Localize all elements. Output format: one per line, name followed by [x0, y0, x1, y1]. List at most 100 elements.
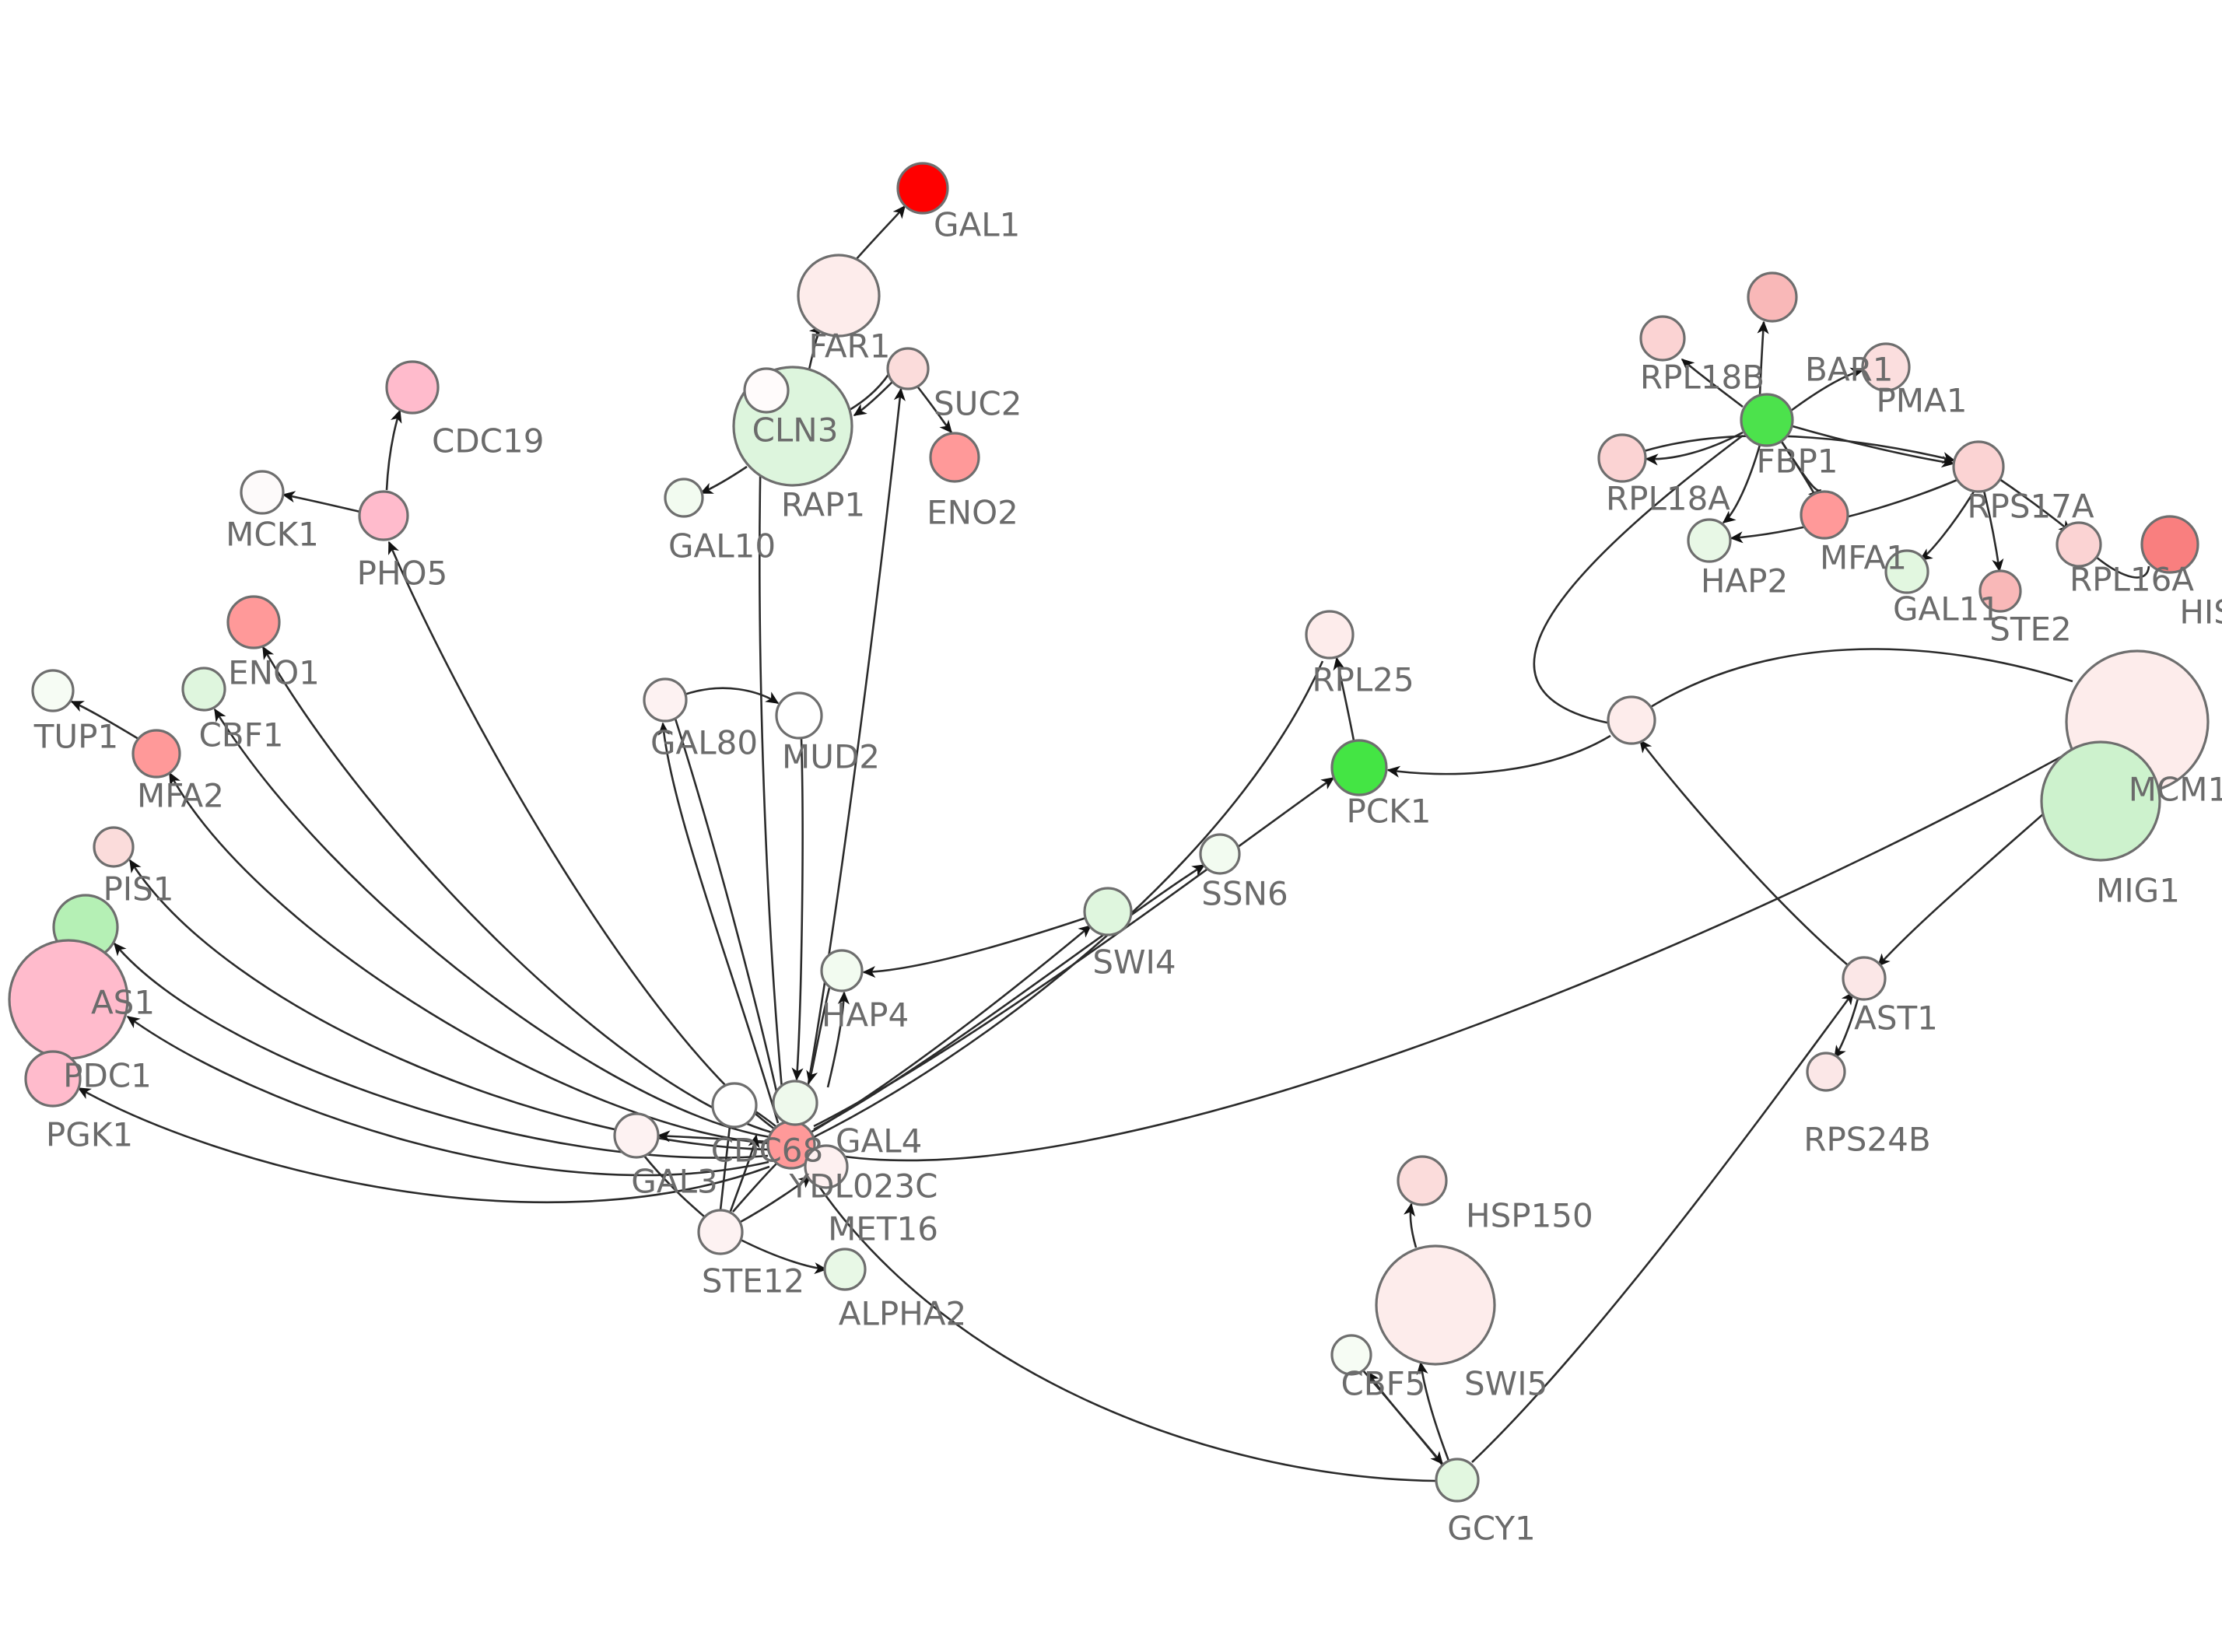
node-gal10[interactable] [664, 478, 704, 518]
node-label-ast1: AST1 [1854, 999, 1938, 1038]
edge-RPS17A-to-STE2 [1982, 490, 2004, 572]
node-pma1[interactable] [1861, 342, 1911, 392]
edge-PHO5-to-CDC19 [385, 409, 402, 491]
edge-FBP1-to-RPS17A [1792, 425, 1955, 468]
edge-PCK1-to-RPL25 [1333, 656, 1355, 741]
node-gal11[interactable] [1884, 549, 1929, 594]
edge-AST1-to-RPL25B [1638, 739, 1848, 965]
node-rpl18a[interactable] [1597, 433, 1647, 483]
edge-STE12-to-YDL023C [738, 1175, 812, 1224]
node-pck1[interactable] [1330, 739, 1388, 796]
node-rpl16a[interactable] [2056, 521, 2102, 568]
node-label-rpl18b: RPL18B [1640, 359, 1765, 397]
node-eno2[interactable] [929, 432, 980, 483]
node-label-hsp150: HSP150 [1466, 1197, 1593, 1235]
node-mig1[interactable] [2040, 740, 2161, 862]
node-hap2[interactable] [1687, 518, 1732, 563]
edge-MUD2-to-HAP4B [791, 738, 804, 1081]
node-rps24b[interactable] [1806, 1052, 1846, 1092]
node-far1[interactable] [797, 254, 881, 338]
edge-RPL16A-to-HIS4 [2095, 555, 2150, 579]
node-label-his4: HIS4 [2179, 593, 2222, 632]
edge-GAL4-to-PDC1 [126, 1015, 769, 1177]
edge-AST1-to-RPS24B [1833, 998, 1859, 1059]
edge-GAL4-to-PGK1 [77, 1087, 770, 1204]
node-label-rpl18a: RPL18A [1606, 480, 1730, 518]
node-his4[interactable] [2140, 515, 2199, 574]
node-layer [8, 162, 2210, 1503]
node-mck1[interactable] [240, 470, 285, 515]
node-label-rps24b: RPS24B [1803, 1121, 1930, 1159]
node-gal3[interactable] [613, 1112, 660, 1159]
node-label-swi5: SWI5 [1464, 1365, 1547, 1403]
node-label-rpl16a: RPL16A [2070, 561, 2194, 599]
node-ssn6[interactable] [1199, 833, 1241, 875]
node-label-ste12: STE12 [702, 1262, 804, 1300]
node-label-mfa2: MFA2 [137, 777, 224, 815]
node-mud2[interactable] [775, 691, 823, 740]
node-cbf1[interactable] [181, 667, 226, 712]
node-label-eno1: ENO1 [228, 654, 320, 692]
node-label-rps17a: RPS17A [1967, 488, 2094, 526]
node-gcy1[interactable] [1435, 1458, 1480, 1503]
node-label-pis1: PIS1 [103, 870, 173, 908]
edge-GAL4-to-RPL25 [813, 660, 1324, 1139]
node-label-hap4: HAP4 [822, 996, 909, 1034]
node-mfa2[interactable] [131, 729, 181, 779]
node-label-cln3: CLN3 [752, 411, 839, 450]
edge-RPL25B-to-PCK1 [1386, 734, 1611, 778]
node-hap4b[interactable] [772, 1080, 818, 1126]
node-hap4[interactable] [820, 949, 864, 992]
node-label-mcm1: MCM1 [2129, 771, 2222, 809]
node-swi5[interactable] [1375, 1244, 1496, 1366]
node-label-fbp1: FBP1 [1756, 443, 1838, 481]
node-swi4[interactable] [1083, 887, 1133, 936]
node-cdc19[interactable] [385, 360, 440, 415]
node-rap1[interactable] [743, 367, 790, 414]
node-hsp150[interactable] [1397, 1155, 1448, 1206]
edge-FBP1-to-HAP2 [1722, 444, 1761, 524]
node-pgk1[interactable] [24, 1050, 82, 1108]
edge-GAL4-to-SUC2 [800, 387, 906, 1124]
node-ste2[interactable] [1978, 569, 2022, 613]
node-label-pho5: PHO5 [357, 555, 448, 593]
node-rpl18b[interactable] [1639, 315, 1686, 362]
node-bar1[interactable] [1747, 271, 1798, 323]
node-tup1[interactable] [31, 669, 75, 712]
edge-GAL80-to-MUD2 [684, 687, 780, 705]
node-rpl25b[interactable] [1607, 695, 1656, 745]
node-pis1[interactable] [93, 826, 135, 868]
node-rpl25[interactable] [1305, 610, 1355, 660]
node-label-cdc19: CDC19 [432, 422, 544, 460]
edge-GAL4-to-MFA2 [168, 772, 769, 1145]
node-label-ste2: STE2 [1989, 611, 2072, 649]
edge-STE12-to-ALPHA2 [740, 1238, 828, 1275]
node-label-gal1: GAL1 [934, 206, 1020, 244]
edge-HAP4-to-HAP4B [806, 987, 831, 1084]
edge-SWI4-to-HAP4 [862, 916, 1087, 978]
node-gal1[interactable] [896, 162, 949, 215]
edge-HAP4B-to-HAP4 [826, 991, 850, 1088]
node-gal80[interactable] [643, 677, 688, 723]
label-layer: GAL1 FAR1 SUC2 CLN3 RAP1 ENO2 CDC19 MCK1 PHO5 GAL… [33, 206, 2222, 1548]
node-alpha2[interactable] [823, 1248, 867, 1291]
edge-GAL4-to-ENO1 [261, 646, 773, 1134]
node-rps17a[interactable] [1952, 440, 2005, 493]
node-fbp1[interactable] [1740, 393, 1794, 447]
node-mfa1[interactable] [1800, 490, 1849, 540]
node-ydl023c[interactable] [804, 1144, 849, 1189]
node-ste12[interactable] [697, 1209, 744, 1255]
edge-GAL80-to-GAL4 [674, 718, 784, 1121]
node-pho5[interactable] [358, 490, 409, 541]
node-suc2[interactable] [886, 347, 930, 390]
node-cdc68[interactable] [711, 1082, 758, 1129]
node-eno1[interactable] [226, 595, 281, 649]
node-label-gal11: GAL11 [1893, 590, 2000, 628]
node-ast1[interactable] [1842, 956, 1887, 1001]
node-label-mig1: MIG1 [2096, 872, 2180, 910]
edge-PHO5-to-MCK1 [282, 491, 361, 513]
node-cbf5[interactable] [1330, 1334, 1372, 1376]
edge-GAL4-to-CBF1 [213, 708, 771, 1139]
